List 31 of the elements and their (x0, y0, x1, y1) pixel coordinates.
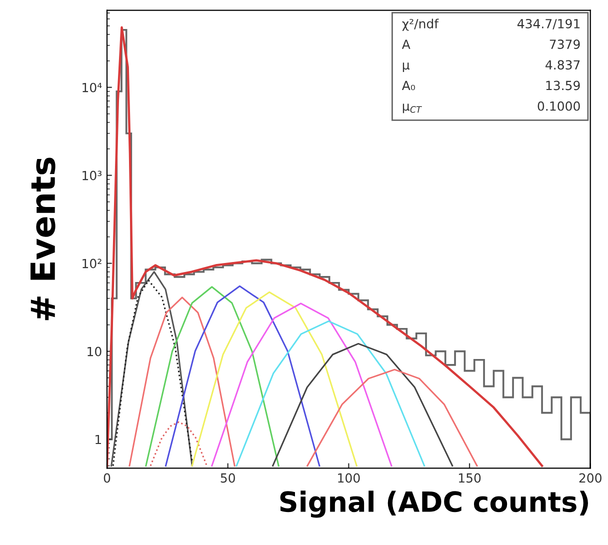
annotation: 434.7/191 (517, 18, 580, 30)
annotation: χ²/ndf (402, 18, 439, 31)
annotation: 0.1000 (538, 101, 580, 111)
line-series (128, 296, 236, 467)
y-tick-label: 10 (88, 346, 102, 356)
y-axis-title: # Events (30, 158, 56, 320)
annotation: A (402, 40, 410, 49)
y-tick-label: 10² (82, 258, 102, 268)
x-tick-label: 150 (458, 473, 481, 483)
annotation: μ$_{CT}$ (402, 104, 422, 114)
y-tick-label: 10⁴ (82, 82, 102, 92)
line-series (191, 291, 358, 467)
line-series (211, 302, 392, 467)
line-series (145, 286, 280, 467)
x-axis-title: Signal (ADC counts) (280, 490, 588, 518)
y-tick-label: 1 (96, 434, 101, 444)
line-series (236, 320, 426, 467)
annotation: A₀ (402, 80, 415, 90)
annotation: 7379 (550, 40, 580, 50)
x-tick-label: 100 (338, 473, 360, 483)
annotation: μ (402, 62, 410, 72)
line-series (272, 342, 454, 467)
annotation: 13.59 (546, 80, 580, 90)
y-tick-label: 10³ (82, 170, 102, 180)
line-series (164, 285, 320, 467)
x-tick-label: 200 (579, 473, 602, 483)
x-tick-label: 0 (104, 473, 110, 483)
annotation: 4.837 (546, 60, 580, 70)
line-series (306, 368, 478, 467)
line-series (150, 421, 208, 467)
x-tick-label: 50 (220, 473, 235, 483)
